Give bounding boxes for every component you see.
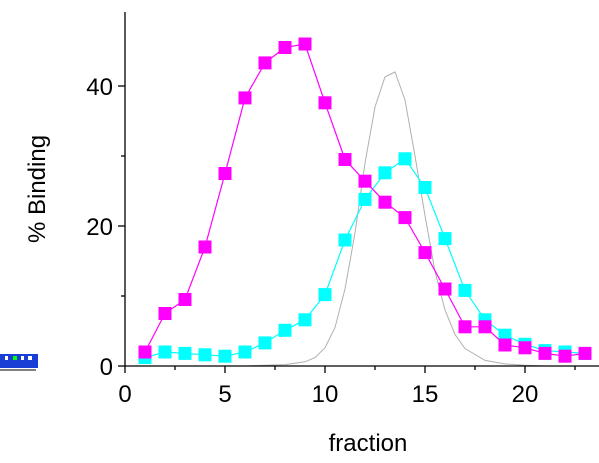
series-0-point bbox=[578, 346, 592, 360]
series-0-point bbox=[438, 282, 452, 296]
x-axis-title: fraction bbox=[329, 430, 408, 457]
series-0-point bbox=[338, 153, 352, 166]
series-1-point bbox=[198, 348, 212, 362]
series-1-line bbox=[144, 157, 586, 359]
series-0-point bbox=[358, 174, 372, 188]
y-tick-label: 0 bbox=[100, 354, 113, 381]
series-0-point bbox=[178, 293, 192, 306]
series-1-point bbox=[498, 328, 512, 342]
y-axis-title: % Binding bbox=[24, 135, 51, 243]
series-1-point bbox=[318, 288, 332, 302]
series-0-point bbox=[258, 56, 272, 70]
series-0-point bbox=[138, 345, 152, 359]
series-1-point bbox=[258, 336, 272, 350]
x-tick-label: 10 bbox=[312, 381, 339, 408]
series-0-point bbox=[458, 320, 472, 334]
series-1-point bbox=[458, 283, 472, 297]
series-0-point bbox=[478, 320, 492, 334]
series-2-line bbox=[145, 71, 585, 367]
series-1-point bbox=[378, 166, 392, 180]
series-0-point bbox=[498, 338, 512, 352]
series-1-point bbox=[298, 313, 312, 327]
series-1-point bbox=[178, 346, 192, 360]
x-tick-label: 20 bbox=[512, 381, 539, 408]
series-0-point bbox=[298, 37, 312, 51]
series-2 bbox=[145, 71, 585, 367]
series-0-point bbox=[218, 167, 232, 180]
series-0 bbox=[138, 37, 592, 363]
x-tick-label: 0 bbox=[118, 381, 131, 408]
x-tick-label: 5 bbox=[218, 381, 231, 408]
x-tick-label: 15 bbox=[412, 381, 439, 408]
axes bbox=[124, 12, 599, 367]
series-0-point bbox=[558, 349, 572, 363]
series-1-point bbox=[438, 232, 452, 246]
series-1-point bbox=[238, 345, 252, 359]
series-1-point bbox=[418, 181, 432, 194]
series-0-point bbox=[278, 41, 292, 54]
series-1-point bbox=[338, 233, 352, 247]
series-0-point bbox=[198, 240, 212, 254]
series-1-point bbox=[398, 152, 412, 166]
series-0-point bbox=[538, 346, 552, 360]
clipped-legend-fragment bbox=[0, 354, 38, 371]
y-tick-label: 40 bbox=[86, 74, 113, 101]
series-0-point bbox=[518, 341, 532, 355]
series-0-point bbox=[158, 307, 172, 320]
series-1-point bbox=[358, 192, 372, 206]
series-layer bbox=[138, 37, 592, 367]
series-0-point bbox=[418, 246, 432, 260]
series-0-point bbox=[318, 96, 332, 110]
series-0-point bbox=[398, 211, 412, 225]
series-0-point bbox=[378, 195, 392, 209]
tick-layer: 0 5 10 15 20 0 20 40 bbox=[86, 74, 576, 408]
series-1-point bbox=[218, 349, 232, 363]
y-tick-label: 20 bbox=[86, 214, 113, 241]
series-0-point bbox=[238, 91, 252, 105]
series-1-point bbox=[278, 323, 292, 337]
series-1-point bbox=[158, 345, 172, 359]
